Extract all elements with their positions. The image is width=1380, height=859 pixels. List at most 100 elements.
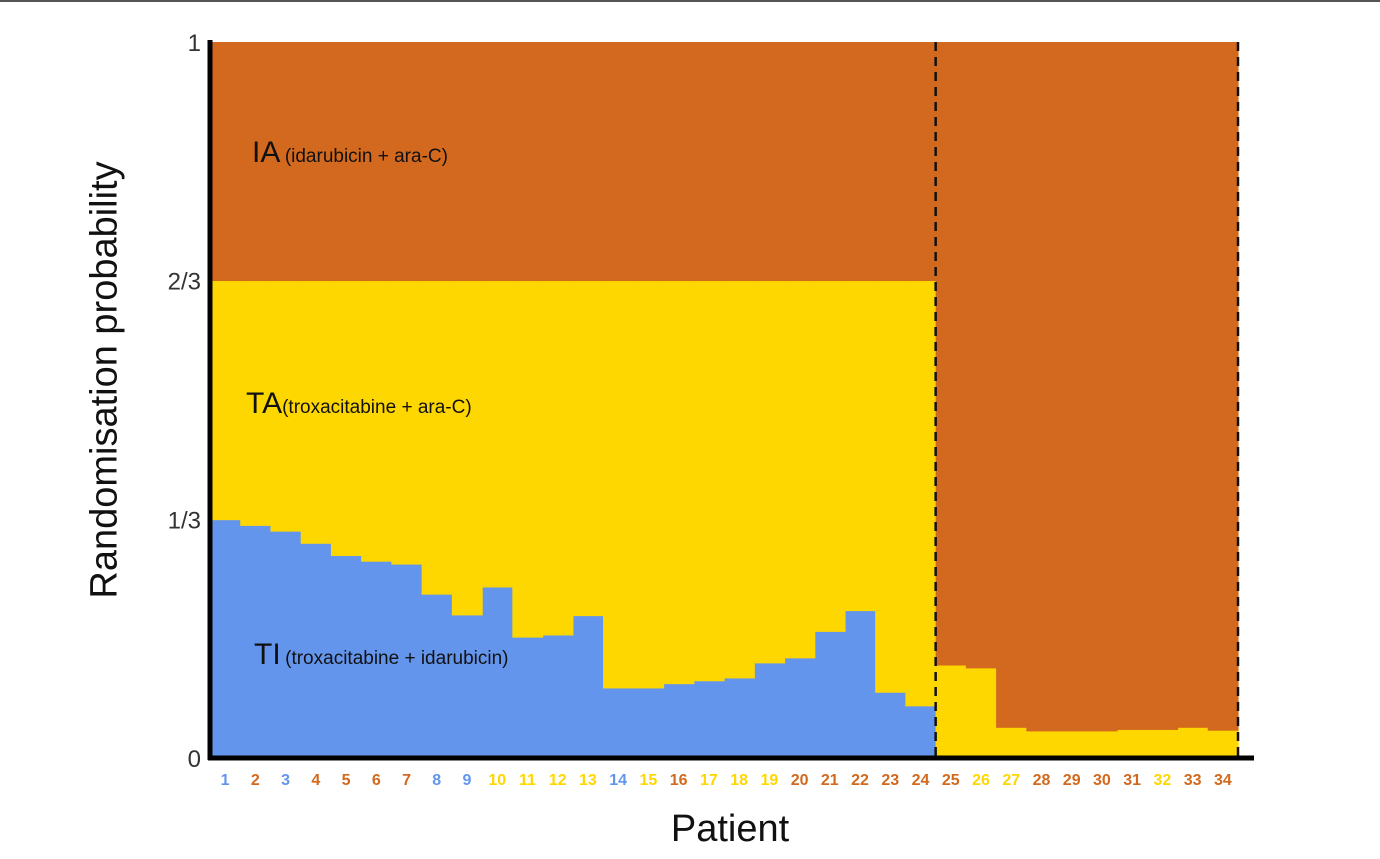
area-ta-patient-21 <box>814 280 846 632</box>
area-ta-patient-8 <box>421 280 453 595</box>
area-ia-patient-29 <box>1056 42 1088 732</box>
area-ia-patient-21 <box>814 42 846 282</box>
area-ti-patient-20 <box>784 657 816 759</box>
y-axis-label-wrap: Randomisation probability <box>80 60 130 700</box>
area-ta-patient-1 <box>210 280 241 521</box>
x-tick-label-patient-12: 12 <box>549 772 567 789</box>
region-abbr-ti: TI <box>254 638 281 671</box>
top-border-line <box>0 0 1380 2</box>
x-tick-label-patient-17: 17 <box>700 772 718 789</box>
area-ta-patient-9 <box>451 280 483 616</box>
area-ia-patient-2 <box>240 42 272 282</box>
area-ti-patient-21 <box>814 631 846 759</box>
x-tick-label-patient-25: 25 <box>942 772 960 789</box>
x-tick-label-patient-8: 8 <box>432 772 441 789</box>
x-tick-label-patient-33: 33 <box>1184 772 1202 789</box>
x-tick-label-patient-9: 9 <box>463 772 472 789</box>
area-ia-patient-15 <box>633 42 665 282</box>
area-ti-patient-19 <box>754 662 786 759</box>
area-ta-patient-33 <box>1177 727 1209 759</box>
x-tick-label-patient-29: 29 <box>1063 772 1081 789</box>
x-tick-label-patient-19: 19 <box>760 772 778 789</box>
area-ta-patient-15 <box>633 280 665 689</box>
area-ta-patient-13 <box>572 280 604 617</box>
area-ti-patient-14 <box>603 687 634 759</box>
area-ta-patient-18 <box>724 280 755 679</box>
area-ti-patient-24 <box>905 705 937 759</box>
area-ta-patient-29 <box>1056 730 1088 759</box>
area-ia-patient-10 <box>482 42 513 282</box>
area-ta-patient-12 <box>542 280 574 636</box>
area-ia-patient-33 <box>1177 42 1209 728</box>
x-tick-label-patient-34: 34 <box>1214 772 1232 789</box>
area-ti-patient-18 <box>724 677 755 759</box>
x-tick-label-patient-15: 15 <box>640 772 658 789</box>
x-tick-label-patient-6: 6 <box>372 772 381 789</box>
area-ti-patient-7 <box>391 563 423 759</box>
x-tick-label-patient-2: 2 <box>251 772 260 789</box>
area-ta-patient-7 <box>391 280 423 565</box>
area-ia-patient-17 <box>693 42 725 282</box>
area-ti-patient-3 <box>270 531 302 759</box>
x-tick-label-patient-32: 32 <box>1154 772 1172 789</box>
area-ti-patient-15 <box>633 687 665 759</box>
area-ta-patient-28 <box>1026 730 1058 759</box>
x-tick-label-patient-18: 18 <box>730 772 748 789</box>
x-tick-label-patient-31: 31 <box>1123 772 1141 789</box>
area-ti-patient-2 <box>240 525 272 759</box>
area-ti-patient-22 <box>844 610 876 759</box>
area-ia-patient-23 <box>875 42 907 282</box>
area-ta-patient-30 <box>1086 730 1118 759</box>
area-ta-patient-2 <box>240 280 272 526</box>
region-full-ia: (idarubicin + ara-C) <box>284 146 448 167</box>
area-ta-patient-24 <box>905 280 937 707</box>
area-ia-patient-27 <box>996 42 1027 728</box>
area-ta-patient-5 <box>330 280 362 556</box>
area-ia-patient-12 <box>542 42 574 282</box>
area-ti-patient-13 <box>572 615 604 759</box>
x-tick-label-patient-26: 26 <box>972 772 990 789</box>
area-ti-patient-17 <box>693 680 725 759</box>
area-ta-patient-31 <box>1117 729 1148 759</box>
y-tick-label: 2/3 <box>168 269 201 296</box>
area-ia-patient-7 <box>391 42 423 282</box>
area-ia-patient-8 <box>421 42 453 282</box>
y-tick-labels: 0 1/3 2/3 1 <box>168 30 201 773</box>
region-label-ti: TI (troxacitabine + idarubicin) <box>254 638 509 672</box>
area-ti-patient-16 <box>663 683 695 759</box>
area-ta-patient-19 <box>754 280 786 664</box>
x-tick-label-patient-5: 5 <box>342 772 351 789</box>
region-abbr-ta: TA <box>246 387 283 420</box>
x-tick-label-patient-11: 11 <box>519 772 536 789</box>
area-ta-patient-25 <box>935 664 967 759</box>
area-ti-patient-12 <box>542 634 574 759</box>
y-tick-label: 1/3 <box>168 507 201 534</box>
area-ia-patient-14 <box>603 42 634 282</box>
x-tick-label-patient-7: 7 <box>402 772 411 789</box>
x-tick-label-patient-13: 13 <box>579 772 597 789</box>
area-ia-patient-31 <box>1117 42 1148 730</box>
x-tick-label-patient-10: 10 <box>488 772 506 789</box>
area-ti-patient-5 <box>330 555 362 759</box>
x-tick-label-patient-27: 27 <box>1002 772 1020 789</box>
region-label-ta: TA(troxacitabine + ara-C) <box>246 387 472 421</box>
area-ta-patient-14 <box>603 280 634 689</box>
area-ta-patient-17 <box>693 280 725 682</box>
area-ti-patient-11 <box>512 637 544 759</box>
area-ti-patient-1 <box>210 519 241 759</box>
area-ia-patient-26 <box>965 42 997 669</box>
area-ta-patient-27 <box>996 727 1027 759</box>
y-tick-label: 1 <box>188 30 201 57</box>
area-ti-patient-9 <box>451 614 483 759</box>
area-ia-patient-13 <box>572 42 604 282</box>
area-ti-patient-10 <box>482 586 513 759</box>
x-tick-label-patient-23: 23 <box>881 772 899 789</box>
x-tick-label-patient-14: 14 <box>609 772 627 789</box>
area-ia-patient-32 <box>1147 42 1179 730</box>
x-tick-label-patient-24: 24 <box>912 772 930 789</box>
x-tick-label-patient-28: 28 <box>1033 772 1051 789</box>
x-tick-labels: 1 2 3 4 5 6 7 8 9 10 11 12 13 14 15 16 17 18 19 20 21 22 23 24 2… <box>221 772 1232 789</box>
x-tick-label-patient-30: 30 <box>1093 772 1111 789</box>
area-ia-patient-34 <box>1207 42 1239 731</box>
